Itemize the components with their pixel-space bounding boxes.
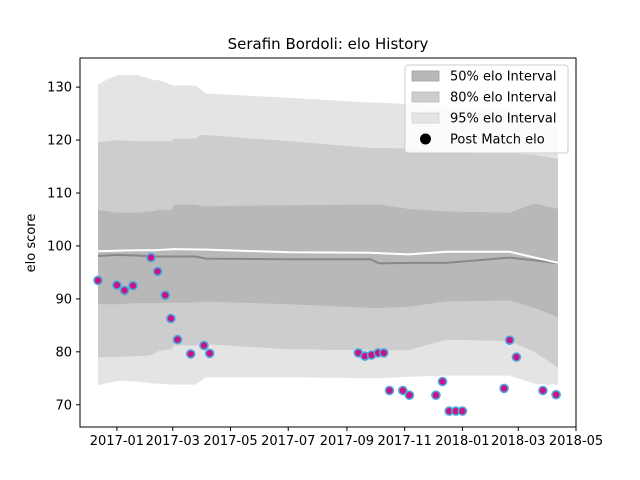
- data-point: [204, 348, 215, 359]
- legend-label: Post Match elo: [450, 133, 545, 148]
- y-tick-label: 130: [47, 81, 72, 96]
- legend-label: 50% elo Interval: [450, 70, 557, 85]
- mean-line: [97, 248, 559, 264]
- legend-box: [404, 64, 569, 154]
- median-line: [97, 253, 559, 265]
- legend-swatch: [411, 70, 440, 82]
- data-point: [384, 385, 395, 396]
- chart-title: Serafin Bordoli: elo History: [228, 35, 429, 53]
- x-tick-label: 2017-01: [90, 434, 144, 449]
- band-2: [98, 203, 558, 318]
- data-point: [93, 275, 103, 286]
- x-axis: 2017-01 2017-03 2017-05 2017-07 2017-09 2017-…: [90, 427, 603, 449]
- plot-area-frame: [79, 57, 577, 428]
- legend-label: 95% elo Interval: [450, 112, 557, 127]
- x-tick-label: 2018-01: [435, 434, 489, 449]
- legend-marker: [420, 133, 431, 145]
- data-point: [551, 389, 561, 400]
- data-point: [199, 340, 209, 351]
- data-point: [152, 266, 163, 277]
- lines-layer: [97, 248, 559, 265]
- legend-label: 80% elo Interval: [450, 91, 557, 106]
- y-tick-label: 100: [47, 239, 72, 254]
- data-point: [504, 335, 515, 346]
- data-point: [538, 385, 548, 396]
- data-point: [160, 290, 170, 301]
- x-tick-label: 2018-05: [549, 434, 603, 449]
- points-layer: [93, 252, 561, 416]
- y-tick-label: 90: [55, 292, 72, 307]
- y-axis: 70 80 90 100 110 120 130: [47, 81, 80, 413]
- y-tick-label: 70: [55, 398, 72, 413]
- data-point: [378, 348, 389, 358]
- data-point: [437, 376, 448, 387]
- x-tick-label: 2017-11: [378, 434, 432, 449]
- data-point: [166, 313, 176, 324]
- legend: 50% elo Interval 80% elo Interval 95% elo …: [404, 64, 569, 154]
- x-tick-label: 2017-07: [261, 434, 315, 449]
- data-point: [499, 383, 509, 394]
- data-point: [511, 352, 522, 362]
- legend-swatch: [411, 91, 440, 103]
- y-tick-label: 80: [55, 345, 72, 360]
- data-point: [172, 334, 183, 345]
- x-tick-label: 2017-09: [320, 434, 374, 449]
- y-axis-label: elo score: [24, 214, 39, 273]
- data-point: [128, 280, 138, 291]
- x-tick-label: 2017-03: [146, 434, 200, 449]
- legend-swatch: [411, 112, 440, 124]
- data-point: [119, 285, 130, 296]
- data-point: [431, 390, 441, 401]
- x-tick-label: 2018-03: [491, 434, 545, 449]
- y-tick-label: 110: [47, 187, 72, 202]
- data-point: [404, 390, 415, 401]
- data-point: [146, 252, 156, 263]
- y-tick-label: 120: [47, 134, 72, 149]
- data-point: [112, 280, 122, 290]
- data-point: [397, 385, 408, 396]
- data-point: [185, 349, 196, 359]
- x-tick-label: 2017-05: [203, 434, 257, 449]
- data-point: [457, 406, 468, 416]
